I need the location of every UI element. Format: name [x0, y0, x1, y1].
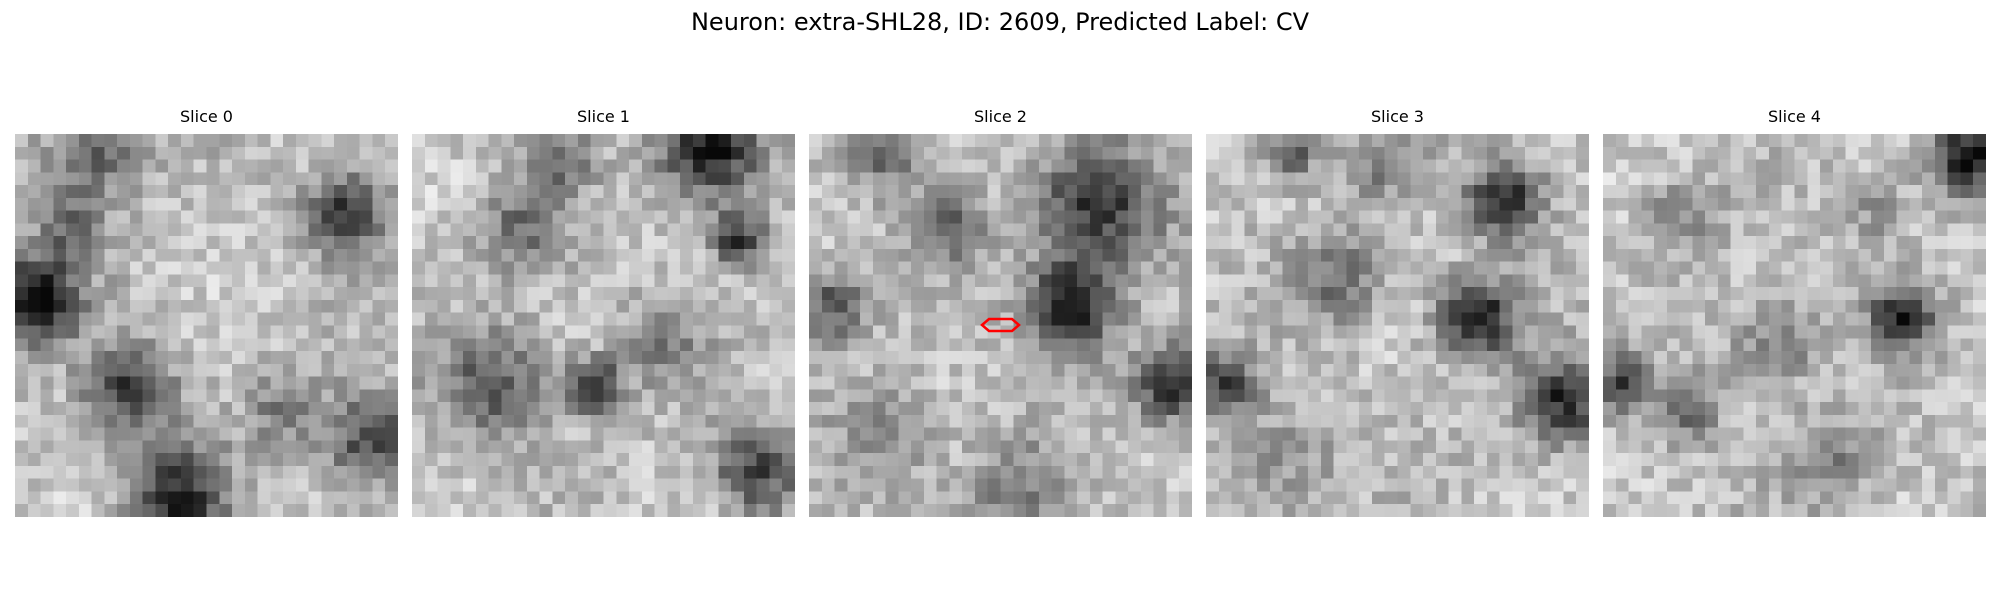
slice-image-4	[1603, 134, 1986, 517]
slice-title-0: Slice 0	[180, 107, 233, 126]
slice-panel-3: Slice 3	[1206, 106, 1589, 518]
slice-panel-2: Slice 2	[809, 106, 1192, 518]
slice-title-3: Slice 3	[1371, 107, 1424, 126]
slice-panel-4: Slice 4	[1603, 106, 1986, 518]
slice-panel-0: Slice 0	[15, 106, 398, 518]
slice-title-4: Slice 4	[1768, 107, 1821, 126]
slice-image-0	[15, 134, 398, 517]
slice-panel-1: Slice 1	[412, 106, 795, 518]
slice-image-1	[412, 134, 795, 517]
slice-title-1: Slice 1	[577, 107, 630, 126]
slice-image-3	[1206, 134, 1589, 517]
slice-image-2	[809, 134, 1192, 517]
figure-title: Neuron: extra-SHL28, ID: 2609, Predicted…	[690, 8, 1310, 36]
slice-title-2: Slice 2	[974, 107, 1027, 126]
